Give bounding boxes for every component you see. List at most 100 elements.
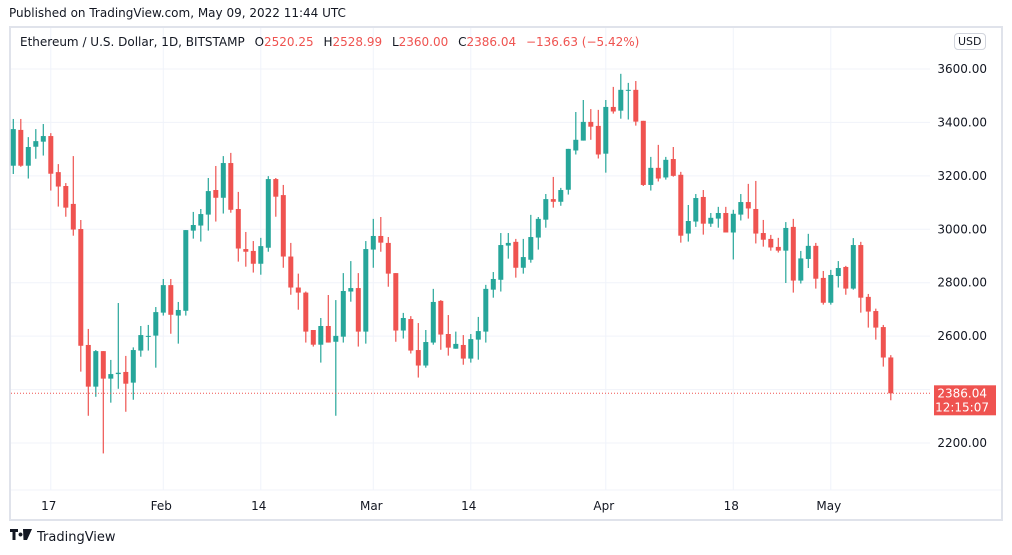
candle-down[interactable] [303,291,309,343]
candle-up[interactable] [423,330,429,368]
candle-down[interactable] [355,273,361,347]
candle-up[interactable] [115,303,121,389]
candle-up[interactable] [573,112,579,155]
candle-down[interactable] [295,273,301,310]
candle-up[interactable] [835,261,841,288]
candle-down[interactable] [760,219,766,247]
candle-down[interactable] [880,324,886,367]
candle-up[interactable] [93,350,99,397]
candle-down[interactable] [745,183,751,219]
candle-up[interactable] [730,209,736,260]
candle-up[interactable] [265,176,271,252]
candle-down[interactable] [655,144,661,182]
candle-up[interactable] [468,334,474,363]
candle-down[interactable] [610,86,616,114]
candle-down[interactable] [273,177,279,217]
candle-down[interactable] [678,171,684,243]
candle-up[interactable] [535,217,541,250]
candle-down[interactable] [408,316,414,354]
candle-up[interactable] [160,278,166,316]
candle-up[interactable] [348,261,354,302]
candle-down[interactable] [280,184,286,268]
candle-down[interactable] [843,265,849,295]
candle-down[interactable] [513,238,519,278]
candle-up[interactable] [490,272,496,298]
candle-down[interactable] [633,81,639,126]
candle-up[interactable] [520,238,526,274]
candle-up[interactable] [693,194,699,227]
candle-up[interactable] [663,156,669,180]
candle-up[interactable] [603,99,609,173]
candle-down[interactable] [700,190,706,235]
candle-up[interactable] [153,307,159,368]
candle-down[interactable] [55,164,61,207]
candle-up[interactable] [483,284,489,343]
candle-up[interactable] [528,214,534,263]
candle-down[interactable] [775,237,781,253]
candle-down[interactable] [753,180,759,244]
candle-down[interactable] [873,308,879,340]
candle-up[interactable] [505,233,511,259]
candle-up[interactable] [25,137,31,179]
candle-up[interactable] [33,129,39,159]
candle-down[interactable] [550,176,556,208]
candle-up[interactable] [183,230,189,316]
candle-up[interactable] [475,316,481,360]
candle-up[interactable] [783,222,789,283]
candle-up[interactable] [220,156,226,214]
candle-up[interactable] [850,238,856,290]
candle-up[interactable] [580,99,586,141]
candle-down[interactable] [640,120,646,187]
candle-up[interactable] [648,156,654,191]
candle-up[interactable] [108,359,114,403]
candle-up[interactable] [798,250,804,284]
candle-up[interactable] [198,208,204,242]
candle-down[interactable] [415,323,421,378]
candle-up[interactable] [430,288,436,345]
candle-up[interactable] [40,124,46,156]
candle-down[interactable] [213,165,219,222]
candle-up[interactable] [400,312,406,339]
candle-up[interactable] [498,233,504,292]
candle-down[interactable] [288,242,294,295]
candle-down[interactable] [865,293,871,328]
candle-down[interactable] [790,218,796,293]
candle-up[interactable] [558,187,564,206]
candle-down[interactable] [100,351,106,454]
candle-down[interactable] [670,147,676,177]
candle-up[interactable] [543,194,549,228]
candle-up[interactable] [685,204,691,242]
currency-button[interactable]: USD [954,33,986,50]
candle-up[interactable] [145,324,151,351]
candle-down[interactable] [813,242,819,289]
candle-down[interactable] [168,278,174,334]
candle-down[interactable] [385,237,391,287]
candle-down[interactable] [723,206,729,233]
candle-up[interactable] [190,211,196,239]
candle-up[interactable] [318,317,324,363]
candle-up[interactable] [708,212,714,227]
candle-down[interactable] [858,241,864,313]
candle-up[interactable] [715,206,721,228]
candle-down[interactable] [250,241,256,273]
candle-down[interactable] [78,219,84,372]
candle-down[interactable] [48,133,54,191]
candle-down[interactable] [588,109,594,140]
candle-down[interactable] [123,355,129,412]
candle-down[interactable] [768,234,774,251]
candle-down[interactable] [445,315,451,356]
candle-up[interactable] [130,347,136,400]
candle-down[interactable] [325,295,331,343]
candle-down[interactable] [820,270,826,305]
candle-up[interactable] [828,269,834,305]
candle-up[interactable] [738,194,744,221]
candle-up[interactable] [565,148,571,195]
candle-up[interactable] [618,73,624,119]
candle-up[interactable] [453,331,459,349]
candle-down[interactable] [18,118,24,167]
footer-branding[interactable]: TradingView [10,529,116,545]
candle-up[interactable] [175,301,181,344]
candle-down[interactable] [888,355,894,401]
candle-down[interactable] [393,273,399,342]
